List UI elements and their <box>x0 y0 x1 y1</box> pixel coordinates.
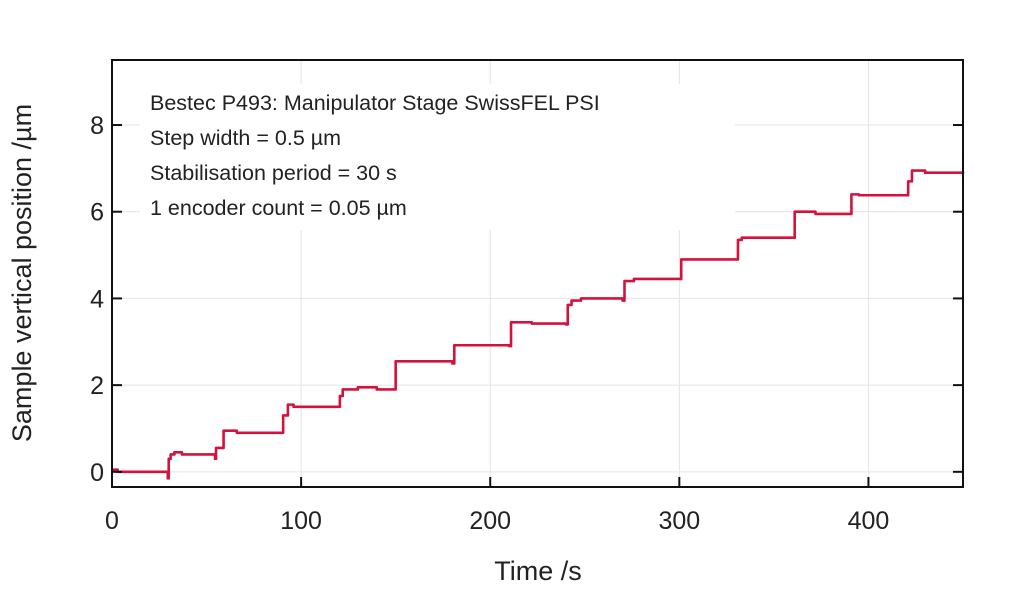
annotation-encoder: 1 encoder count = 0.05 µm <box>150 196 407 220</box>
annotation-title: Bestec P493: Manipulator Stage SwissFEL … <box>150 91 600 115</box>
x-tick-label: 400 <box>848 507 890 535</box>
y-tick-label: 8 <box>90 112 104 140</box>
x-tick-label: 100 <box>280 507 322 535</box>
annotation-box: Bestec P493: Manipulator Stage SwissFEL … <box>140 84 735 230</box>
x-tick-label: 200 <box>469 507 511 535</box>
x-tick-label: 0 <box>105 507 119 535</box>
series-layer <box>112 169 965 480</box>
series-line-position <box>112 169 965 480</box>
annotation-stabilisation: Stabilisation period = 30 s <box>150 161 397 185</box>
plot-frame <box>111 59 964 488</box>
y-tick-label: 6 <box>90 199 104 227</box>
x-tick-label: 300 <box>658 507 700 535</box>
annotation-step-width: Step width = 0.5 µm <box>150 126 342 150</box>
x-axis-label: Time /s <box>494 556 582 586</box>
ticks: 0 100 200 300 400 0 2 4 6 8 <box>90 112 963 535</box>
y-tick-label: 2 <box>90 372 104 400</box>
y-axis-label: Sample vertical position /µm <box>7 104 37 442</box>
y-tick-label: 0 <box>90 459 104 487</box>
y-tick-label: 4 <box>90 285 104 313</box>
